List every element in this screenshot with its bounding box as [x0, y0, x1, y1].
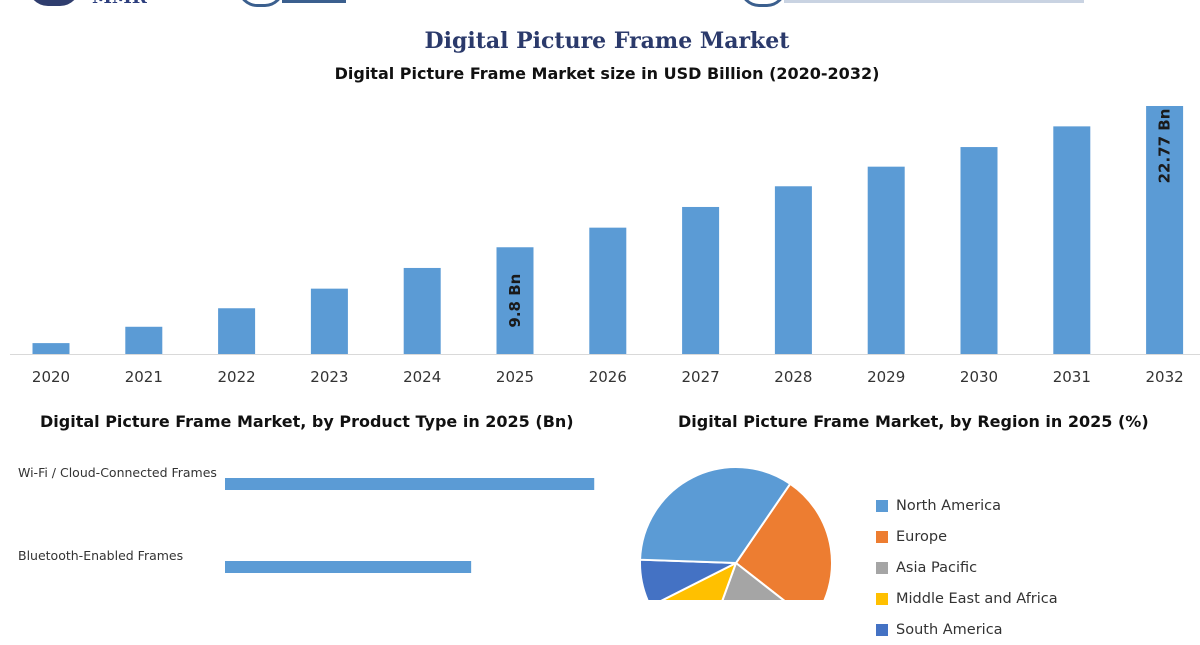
legend-item: South America	[876, 614, 1058, 645]
x-tick-label: 2031	[1053, 368, 1091, 386]
bar-2020	[32, 343, 70, 354]
y-tick-label: Wi-Fi / Cloud-Connected Frames	[18, 465, 217, 480]
pie-slice	[721, 561, 786, 600]
region-chart-title: Digital Picture Frame Market, by Region …	[678, 412, 1149, 431]
legend-item: Middle East and Africa	[876, 583, 1058, 614]
x-tick-label: 2027	[682, 368, 720, 386]
x-tick-label: 2028	[774, 368, 812, 386]
x-tick-label: 2020	[32, 368, 70, 386]
legend-item: Asia Pacific	[876, 552, 1058, 583]
hbar-1	[225, 478, 595, 490]
region-pie-chart	[639, 466, 833, 600]
x-tick-label: 2029	[867, 368, 905, 386]
legend-swatch	[876, 592, 888, 605]
x-tick-label: 2030	[960, 368, 998, 386]
legend-swatch	[876, 530, 888, 543]
legend-label: Asia Pacific	[896, 559, 978, 576]
region-legend: North America Europe Asia Pacific Middle Ea…	[876, 490, 1058, 645]
bar-2025	[496, 247, 534, 354]
bar-2027	[682, 206, 720, 354]
bar-2028	[774, 186, 812, 354]
hbar-2	[225, 561, 472, 573]
page-title: Digital Picture Frame Market	[424, 28, 790, 54]
logo-text: MMR	[92, 0, 147, 8]
legend-label: South America	[896, 621, 1003, 638]
logo-icon	[28, 0, 80, 6]
logo-arc-icon	[740, 0, 786, 7]
bar-2031	[1053, 126, 1091, 354]
legend-swatch	[876, 623, 888, 636]
legend-swatch	[876, 499, 888, 512]
bar-2030	[960, 147, 998, 354]
x-tick-label: 2024	[403, 368, 441, 386]
x-tick-label: 2023	[310, 368, 348, 386]
legend-label: North America	[896, 497, 1001, 514]
logo-strip: MMR	[0, 0, 1200, 8]
x-tick-label: 2032	[1146, 368, 1184, 386]
x-tick-label: 2021	[125, 368, 163, 386]
legend-label: Middle East and Africa	[896, 590, 1058, 607]
x-tick-label: 2025	[496, 368, 534, 386]
legend-item: North America	[876, 490, 1058, 521]
x-tick-label: 2026	[589, 368, 627, 386]
pie-slice	[734, 482, 833, 600]
x-tick-label: 2022	[218, 368, 256, 386]
legend-item: Europe	[876, 521, 1058, 552]
product-type-chart-title: Digital Picture Frame Market, by Product…	[40, 412, 574, 431]
bar-chart-title: Digital Picture Frame Market size in USD…	[334, 64, 880, 83]
bar-2021	[125, 326, 163, 354]
bar-2023	[310, 288, 348, 354]
bar-2024	[403, 267, 441, 354]
bar-data-label: 9.8 Bn	[506, 274, 524, 328]
header-divider	[282, 0, 346, 3]
bar-2032	[1146, 106, 1184, 354]
legend-swatch	[876, 561, 888, 574]
logo-arc-icon	[238, 0, 284, 7]
legend-label: Europe	[896, 528, 947, 545]
header-divider	[784, 0, 1084, 3]
market-size-bar-chart: 2020 2021 2022 2023 2024 2025 2026 2027 2028 2029…	[10, 106, 1200, 386]
bar-2026	[589, 227, 627, 354]
product-type-bar-chart: Wi-Fi / Cloud-Connected Frames Bluetooth-…	[18, 465, 595, 573]
y-tick-label: Bluetooth-Enabled Frames	[18, 548, 183, 563]
bar-2029	[867, 166, 905, 354]
bar-2022	[218, 308, 256, 354]
pie-slice	[639, 466, 792, 565]
bar-data-label: 22.77 Bn	[1156, 109, 1174, 184]
